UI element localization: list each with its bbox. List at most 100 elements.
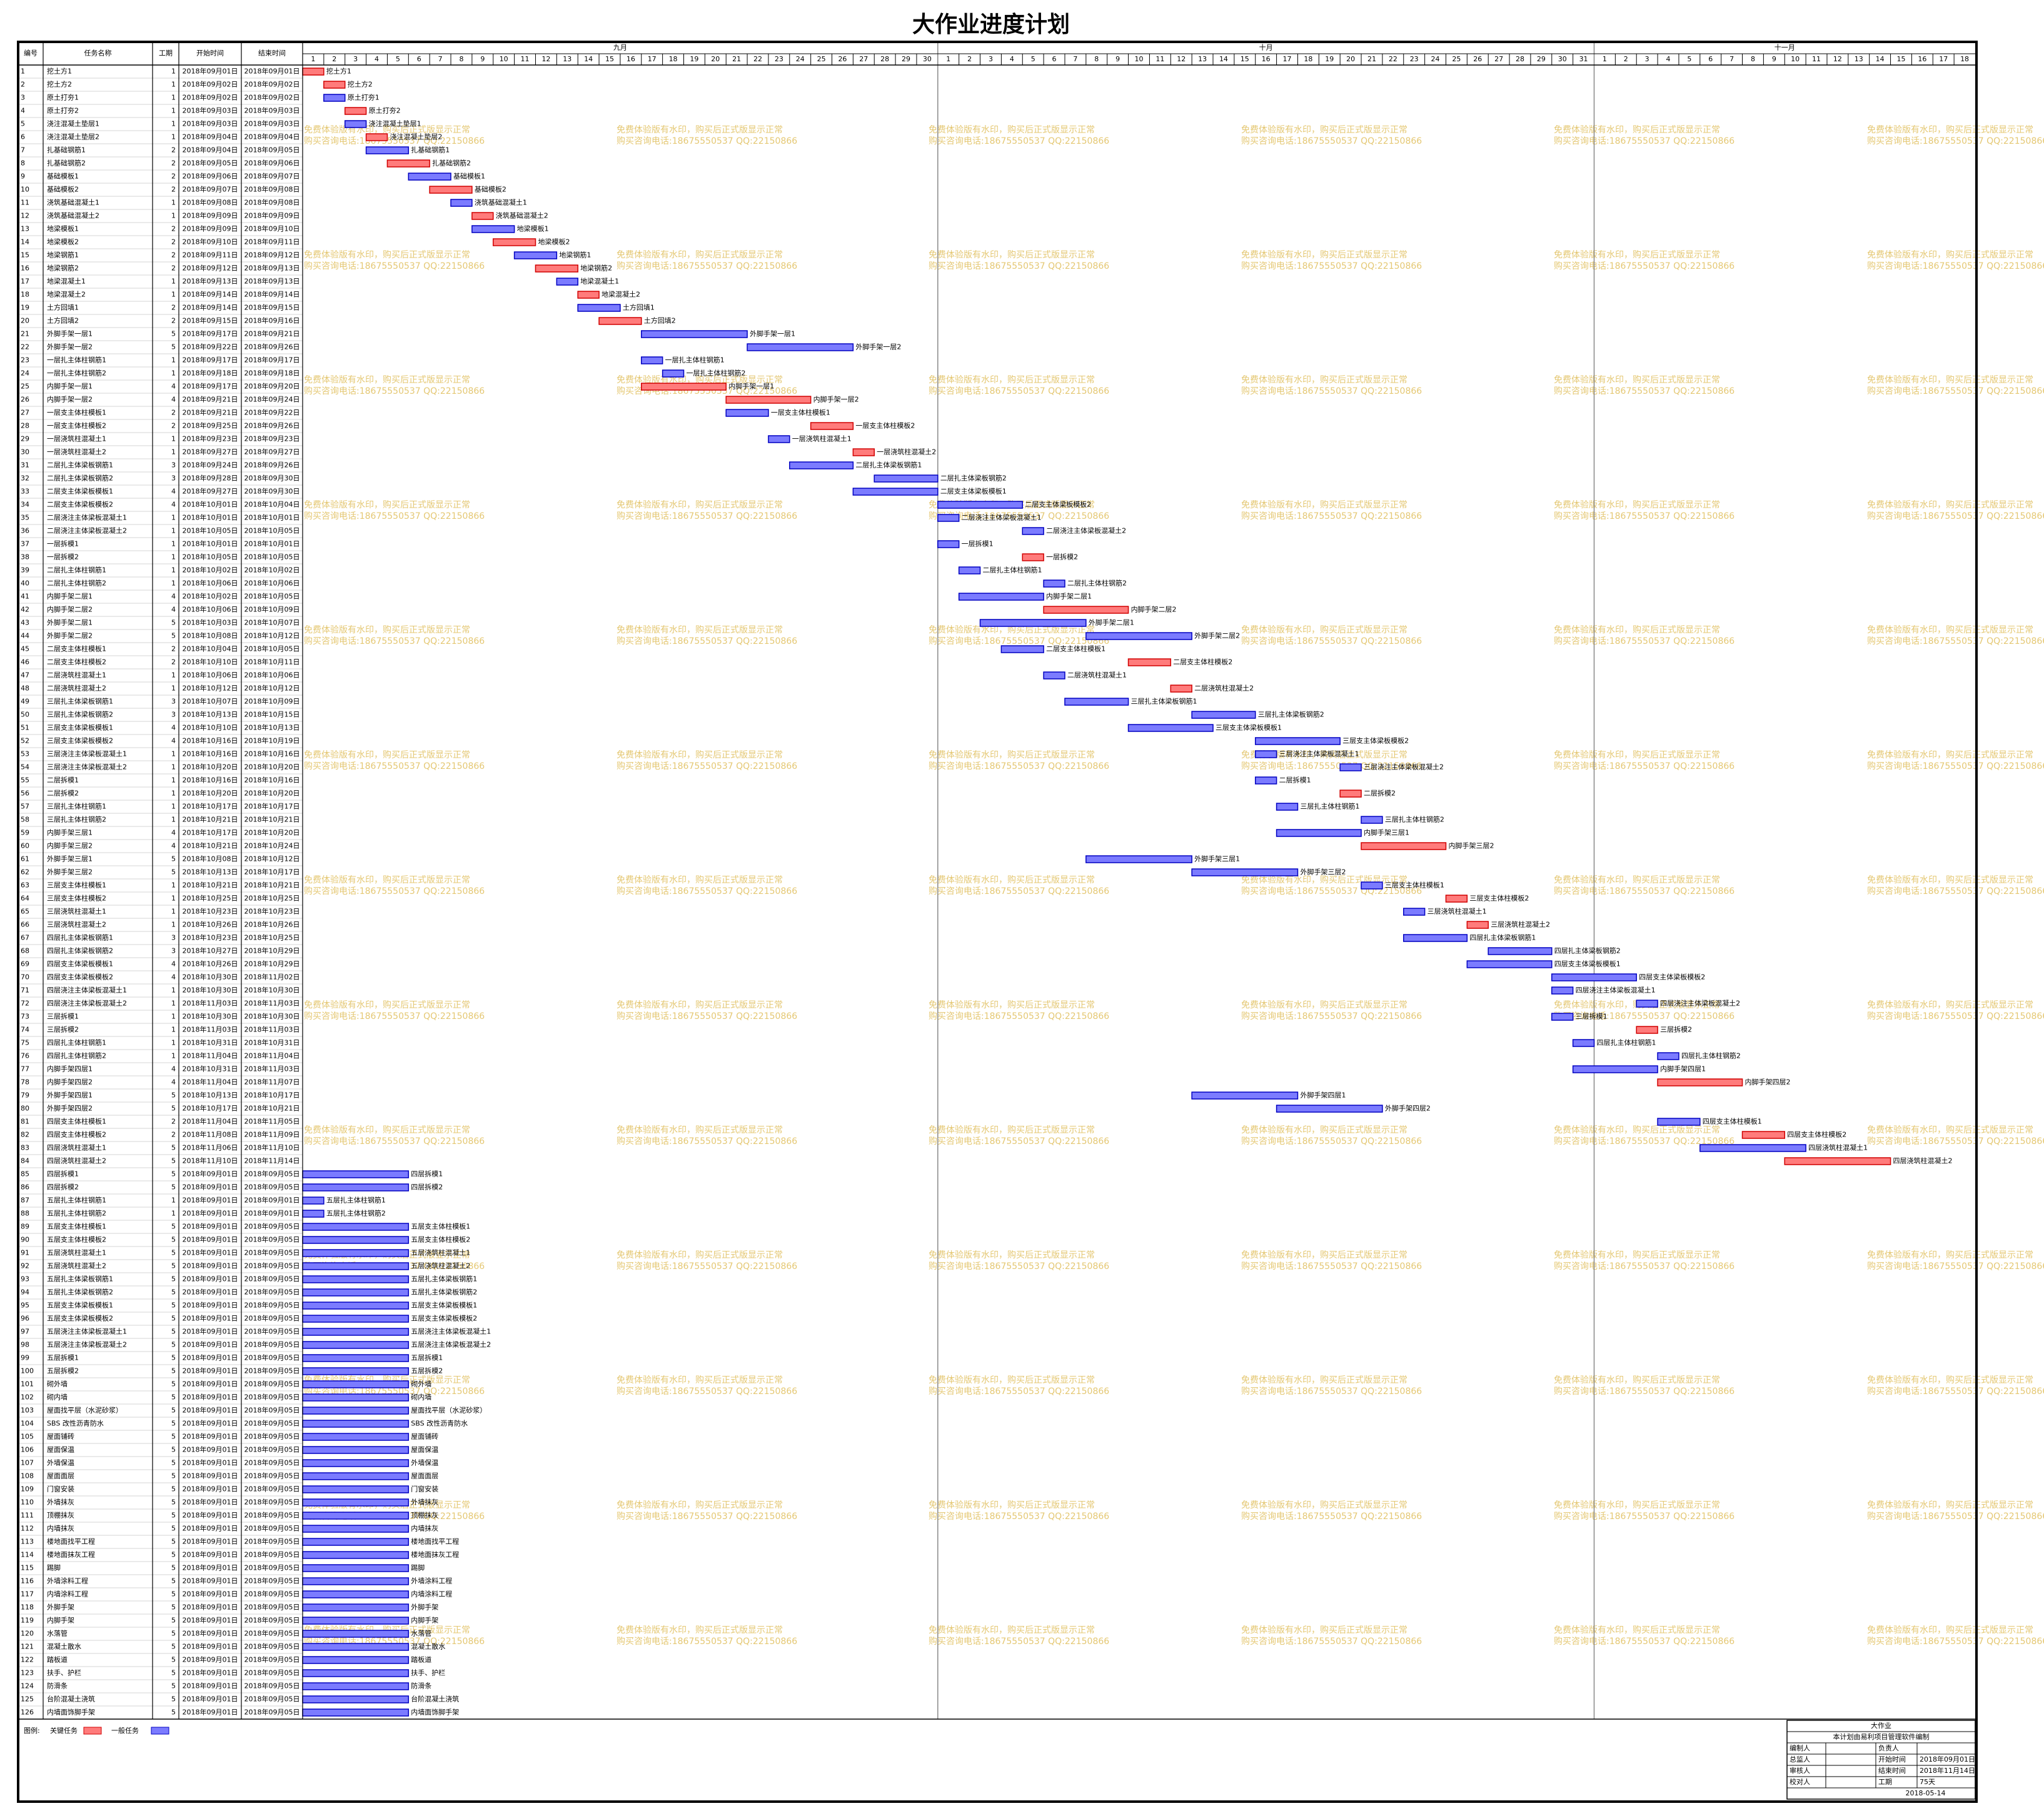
task-duration: 2 [171,173,176,181]
watermark: 购买咨询电话:18675550537 QQ:22150866 [1554,1387,1734,1397]
task-end: 2018年10月02日 [244,566,300,574]
task-name: 土方回填2 [47,316,79,325]
task-start: 2018年09月01日 [183,1458,238,1467]
watermark: 购买咨询电话:18675550537 QQ:22150866 [1867,1011,2044,1021]
task-id: 55 [21,776,29,785]
task-start: 2018年09月09日 [183,211,238,220]
watermark: 免费体验版有水印，购买后正式版显示正常 [1554,375,1720,385]
tb-software: 本计划由易利项目管理软件编制 [1833,1732,1930,1741]
month-label: 十月 [1259,43,1273,52]
task-duration: 2 [171,146,176,154]
task-start: 2018年09月01日 [183,1248,238,1257]
task-bar [641,383,727,391]
watermark: 购买咨询电话:18675550537 QQ:22150866 [304,1136,485,1146]
task-id: 2 [21,81,25,89]
bar-label: 三层支主体梁板模板1 [1216,723,1282,732]
task-end: 2018年10月05日 [244,553,300,561]
watermark: 购买咨询电话:18675550537 QQ:22150866 [1554,386,1734,396]
task-id: 38 [21,553,29,561]
task-start: 2018年09月11日 [183,251,238,259]
bar-label: 外脚手架三层1 [1194,855,1240,863]
bar-label: 四层拆模1 [411,1170,443,1178]
task-bar [1191,711,1256,719]
watermark: 购买咨询电话:18675550537 QQ:22150866 [1867,1512,2044,1522]
task-end: 2018年10月12日 [244,855,300,863]
task-duration: 1 [171,199,176,207]
task-id: 122 [21,1656,34,1664]
task-end: 2018年10月17日 [244,868,300,876]
task-end: 2018年09月05日 [244,1537,300,1546]
tb-cell: 75天 [1920,1778,1935,1786]
task-duration: 5 [171,1275,176,1283]
task-start: 2018年09月01日 [183,1275,238,1283]
task-name: 三层拆模2 [47,1025,79,1034]
task-start: 2018年09月15日 [183,316,238,325]
watermark: 购买咨询电话:18675550537 QQ:22150866 [617,1512,797,1522]
task-duration: 5 [171,1472,176,1480]
task-end: 2018年09月05日 [244,1524,300,1533]
task-start: 2018年09月01日 [183,1367,238,1375]
task-duration: 5 [171,1551,176,1559]
task-name: 内脚手架二层1 [47,592,93,601]
task-start: 2018年10月06日 [183,605,238,614]
watermark: 免费体验版有水印，购买后正式版显示正常 [304,1125,470,1135]
day-label: 8 [1751,55,1755,63]
task-name: 二层扎主体梁板钢筋2 [47,474,113,483]
task-bar [302,1223,410,1231]
task-duration: 5 [171,1380,176,1388]
task-start: 2018年09月01日 [183,1288,238,1297]
task-end: 2018年09月05日 [244,1248,300,1257]
watermark: 购买咨询电话:18675550537 QQ:22150866 [1554,1136,1734,1146]
task-id: 109 [21,1485,34,1493]
task-name: 外墙涂料工程 [47,1577,88,1585]
task-duration: 1 [171,816,176,824]
task-end: 2018年09月05日 [244,1668,300,1677]
day-label: 5 [1031,55,1035,63]
task-bar [1572,1065,1658,1073]
watermark: 免费体验版有水印，购买后正式版显示正常 [929,1125,1095,1135]
task-start: 2018年09月01日 [183,1170,238,1178]
task-end: 2018年09月09日 [244,211,300,220]
task-id: 87 [21,1196,29,1205]
task-start: 2018年09月17日 [183,329,238,338]
task-id: 49 [21,698,29,706]
task-bar [852,448,875,456]
watermark: 购买咨询电话:18675550537 QQ:22150866 [617,261,797,271]
day-label: 30 [923,55,932,63]
watermark: 免费体验版有水印，购买后正式版显示正常 [1554,1250,1720,1260]
day-label: 18 [1960,55,1969,63]
task-bar [302,1695,410,1703]
task-id: 110 [21,1498,34,1507]
task-start: 2018年09月01日 [183,1563,238,1572]
task-start: 2018年10月26日 [183,920,238,929]
task-duration: 3 [171,934,176,942]
task-duration: 5 [171,1262,176,1270]
task-start: 2018年09月01日 [183,1668,238,1677]
task-duration: 5 [171,1433,176,1441]
watermark: 免费体验版有水印，购买后正式版显示正常 [1241,625,1407,635]
watermark: 免费体验版有水印，购买后正式版显示正常 [1867,1500,2033,1510]
task-start: 2018年09月01日 [183,1485,238,1493]
task-bar [302,1170,410,1178]
task-id: 92 [21,1262,29,1270]
task-bar [1254,776,1277,785]
bar-label: 四层拆模2 [411,1183,443,1191]
day-label: 3 [353,55,358,63]
day-label: 7 [1729,55,1734,63]
task-duration: 5 [171,1485,176,1493]
watermark: 购买咨询电话:18675550537 QQ:22150866 [1241,261,1422,271]
task-id: 47 [21,671,29,680]
task-bar [302,1302,410,1310]
task-id: 112 [21,1525,34,1533]
task-name: 二层浇筑柱混凝土1 [47,671,106,680]
bar-label: 五层扎主体梁板钢筋2 [411,1288,477,1297]
day-label: 4 [375,55,379,63]
task-name: 浇注混凝土垫层2 [47,133,99,141]
task-duration: 1 [171,540,176,548]
task-name: 混凝土散水 [47,1642,81,1651]
task-end: 2018年09月05日 [244,1550,300,1559]
task-bar [1403,934,1468,942]
task-end: 2018年09月05日 [244,1406,300,1415]
column-header: 开始时间 [196,49,224,58]
task-end: 2018年09月05日 [244,1485,300,1493]
